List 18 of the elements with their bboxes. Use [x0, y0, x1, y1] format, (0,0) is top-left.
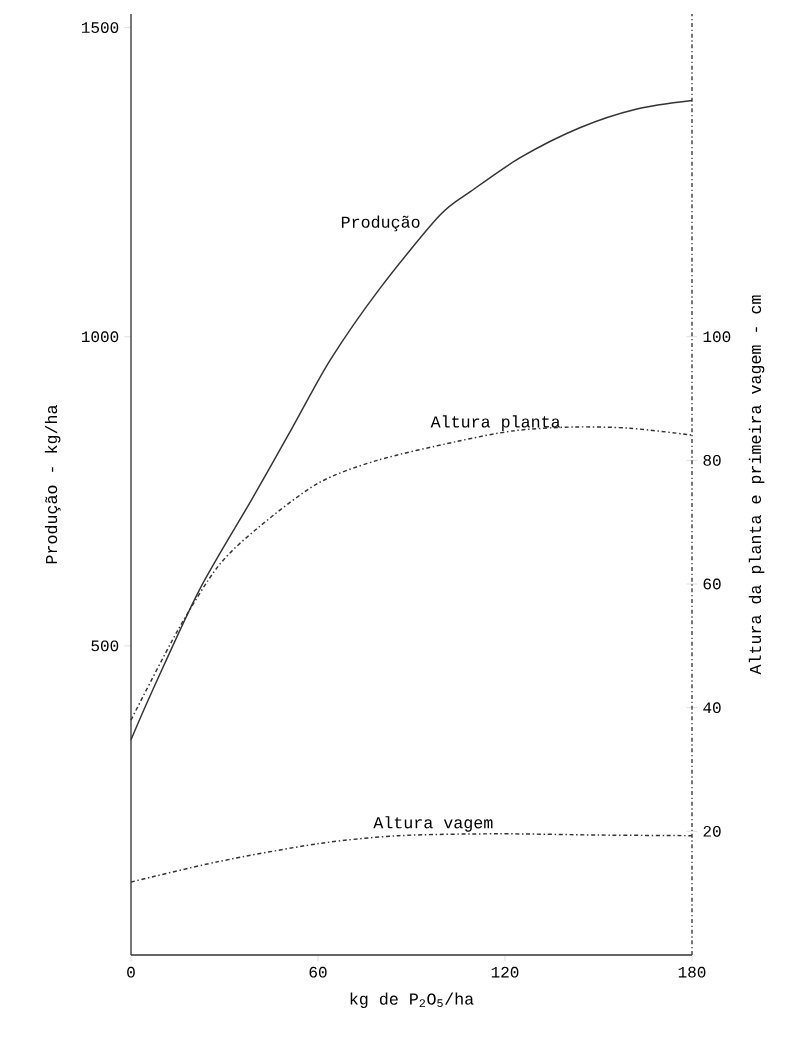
- y2-tick-label: 20: [703, 825, 721, 837]
- y-axis-title: Produção - kg/ha: [44, 405, 61, 564]
- series-label: Produção: [341, 215, 420, 232]
- x-tick-label: 0: [127, 966, 135, 978]
- series-label: Altura planta: [430, 415, 561, 431]
- y2-axis-title: Altura da planta e primeira vagem - cm: [748, 295, 765, 675]
- y-tick-label: 500: [91, 640, 119, 652]
- y2-tick-label: 40: [703, 702, 721, 714]
- x-axis-title: kg de P$_{2}$O$_{5}$/ha: [350, 992, 474, 1009]
- y2-tick-label: 60: [703, 578, 721, 590]
- x-tick-label: 180: [678, 966, 706, 978]
- y-tick-label: 1000: [81, 331, 119, 343]
- y2-tick-label: 80: [703, 454, 721, 466]
- y-tick-label: 1500: [81, 22, 119, 34]
- x-tick-label: 120: [491, 966, 519, 978]
- y2-tick-label: 100: [703, 331, 731, 343]
- series-label: Altura vagem: [373, 816, 493, 832]
- x-tick-label: 60: [309, 966, 327, 978]
